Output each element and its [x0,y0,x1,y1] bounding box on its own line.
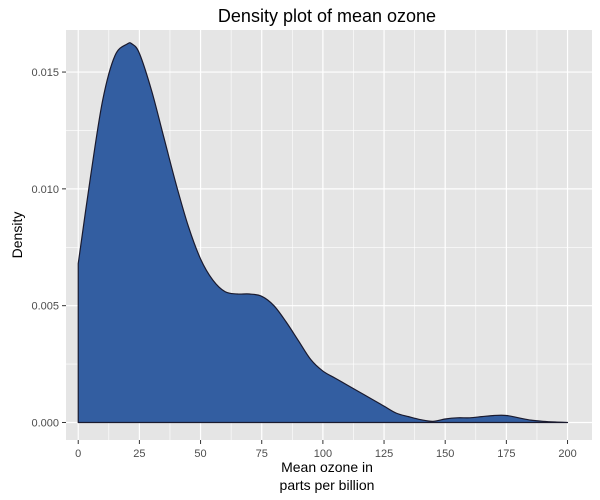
x-tick-label: 25 [133,448,145,460]
x-axis-title-line-2: parts per billion [280,477,375,493]
y-tick-label: 0.000 [31,417,59,429]
y-axis-ticks: 0.000 0.005 0.010 0.015 [31,67,66,429]
y-tick-label: 0.005 [31,301,59,313]
y-tick-label: 0.010 [31,184,59,196]
x-tick-label: 50 [194,448,206,460]
y-axis-title: Density [9,212,25,259]
density-area [77,42,569,424]
x-tick-label: 0 [75,448,81,460]
x-tick-label: 125 [375,448,393,460]
x-tick-label: 100 [314,448,332,460]
x-tick-label: 150 [436,448,454,460]
x-axis-title-line-1: Mean ozone in [281,459,373,475]
x-tick-label: 175 [497,448,515,460]
x-tick-label: 200 [558,448,576,460]
y-tick-label: 0.015 [31,67,59,79]
x-axis-ticks: 0 25 50 75 100 125 150 175 200 [75,440,577,460]
chart-title: Density plot of mean ozone [218,6,436,26]
x-tick-label: 75 [256,448,268,460]
